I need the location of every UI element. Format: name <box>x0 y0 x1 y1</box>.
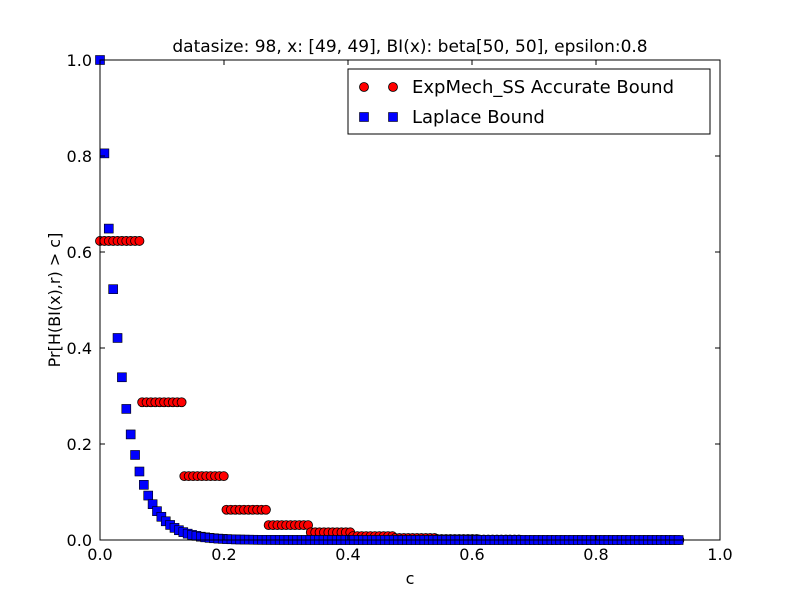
expmech-series <box>95 236 685 545</box>
x-tick-label: 1.0 <box>707 545 732 564</box>
plot-area-frame <box>99 59 721 541</box>
laplace-point <box>108 284 118 294</box>
y-tick-label: 1.0 <box>67 51 92 70</box>
y-axis-label: Pr[H(BI(x),r) > c] <box>45 233 64 368</box>
expmech-point <box>261 504 271 515</box>
expmech-point <box>176 397 187 408</box>
legend: ExpMech_SS Accurate Bound Laplace Bound <box>347 68 711 135</box>
legend-marker-expmech-2 <box>388 82 398 92</box>
legend-marker-laplace-1 <box>359 112 369 122</box>
y-tick-label: 0.2 <box>67 435 92 454</box>
expmech-point <box>218 471 229 482</box>
y-tick-label: 0.4 <box>67 339 92 358</box>
laplace-point <box>139 480 149 490</box>
x-tick-label: 0.6 <box>459 545 484 564</box>
x-tick-label: 0.8 <box>583 545 608 564</box>
legend-marker-laplace-2 <box>388 112 398 122</box>
expmech-point <box>134 236 145 246</box>
legend-box <box>347 68 711 135</box>
laplace-point <box>130 450 140 460</box>
laplace-point <box>121 404 132 414</box>
axis-ticks: 0.0 0.2 0.4 0.6 0.8 1.0 0.0 0.2 0.4 0.6 0.8 1.0 <box>67 51 733 564</box>
laplace-point <box>99 148 110 159</box>
laplace-point <box>117 372 127 383</box>
laplace-point <box>125 429 136 440</box>
x-tick-label: 0.4 <box>335 545 360 564</box>
y-tick-label: 0.0 <box>67 531 92 550</box>
laplace-point <box>143 490 154 501</box>
x-tick-label: 0.2 <box>211 545 236 564</box>
x-axis-label: c <box>406 569 415 588</box>
y-tick-label: 0.6 <box>67 243 92 262</box>
laplace-point <box>103 223 114 234</box>
laplace-point <box>112 333 123 343</box>
y-tick-label: 0.8 <box>67 147 92 166</box>
legend-label-expmech: ExpMech_SS Accurate Bound <box>412 77 674 98</box>
laplace-point <box>134 466 145 477</box>
chart-title: datasize: 98, x: [49, 49], BI(x): beta[5… <box>172 37 647 57</box>
legend-label-laplace: Laplace Bound <box>412 107 545 128</box>
legend-marker-expmech-1 <box>359 82 369 92</box>
x-tick-label: 0.0 <box>87 545 112 564</box>
